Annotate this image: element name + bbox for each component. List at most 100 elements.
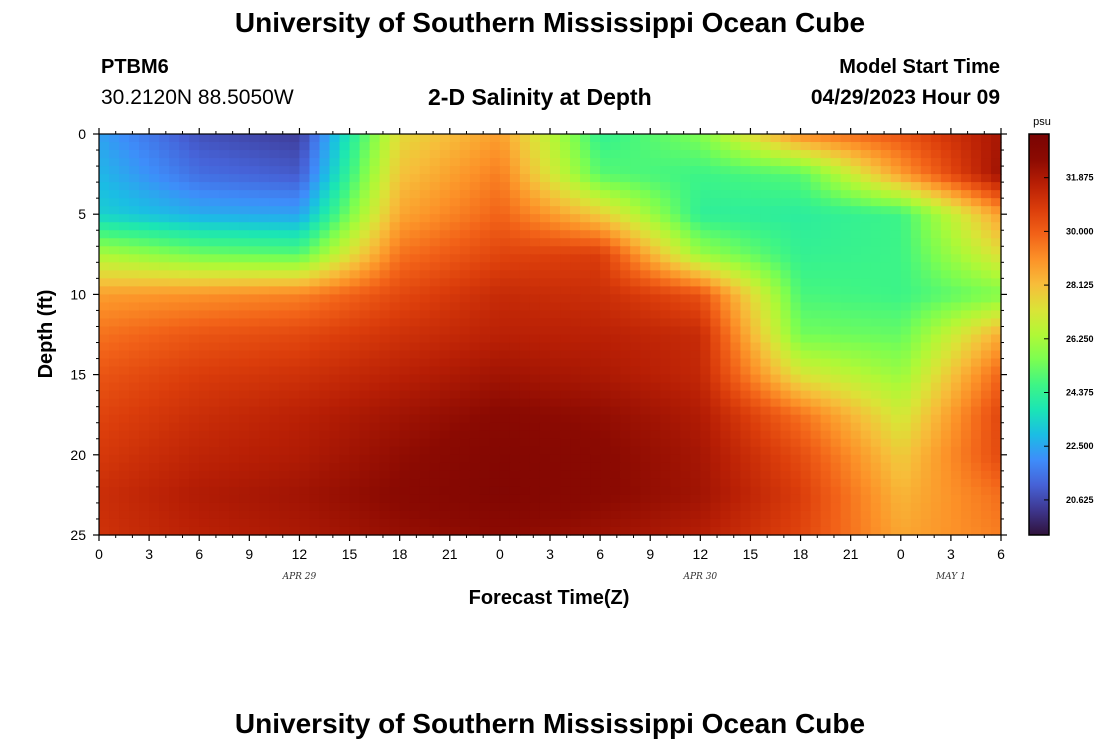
heatmap-cell — [469, 174, 481, 183]
heatmap-cell — [479, 422, 491, 432]
heatmap-cell — [229, 390, 240, 400]
heatmap-cell — [189, 158, 200, 167]
heatmap-cell — [950, 310, 962, 320]
heatmap-cell — [750, 406, 762, 416]
heatmap-cell — [670, 294, 681, 304]
heatmap-cell — [790, 342, 802, 352]
heatmap-cell — [610, 294, 621, 304]
heatmap-cell — [710, 350, 721, 360]
heatmap-cell — [209, 302, 220, 312]
heatmap-cell — [119, 182, 130, 191]
heatmap-cell — [870, 470, 882, 480]
heatmap-cell — [550, 526, 561, 536]
heatmap-cell — [309, 166, 321, 175]
heatmap-cell — [319, 462, 331, 472]
heatmap-cell — [99, 294, 110, 304]
heatmap-cell — [850, 374, 862, 384]
heatmap-cell — [560, 326, 571, 336]
heatmap-cell — [960, 350, 972, 360]
heatmap-cell — [429, 182, 441, 191]
heatmap-cell — [289, 318, 301, 328]
heatmap-cell — [570, 222, 581, 231]
heatmap-cell — [920, 486, 932, 496]
heatmap-cell — [489, 222, 501, 231]
heatmap-cell — [990, 206, 1002, 215]
heatmap-cell — [349, 422, 361, 432]
heatmap-cell — [379, 502, 391, 512]
heatmap-cell — [239, 222, 250, 231]
heatmap-cell — [820, 310, 832, 320]
heatmap-cell — [319, 246, 331, 255]
heatmap-cell — [550, 430, 561, 440]
heatmap-cell — [910, 374, 922, 384]
heatmap-cell — [409, 254, 421, 263]
heatmap-cell — [840, 494, 852, 504]
heatmap-cell — [189, 326, 200, 336]
heatmap-cell — [499, 222, 511, 231]
heatmap-cell — [409, 222, 421, 231]
heatmap-cell — [199, 278, 210, 287]
heatmap-cell — [129, 390, 140, 400]
heatmap-cell — [630, 438, 641, 448]
heatmap-cell — [479, 454, 491, 464]
model-start-label: Model Start Time — [839, 56, 1000, 78]
heatmap-cell — [910, 262, 922, 271]
heatmap-cell — [309, 494, 321, 504]
heatmap-cell — [640, 222, 651, 231]
heatmap-cell — [920, 318, 932, 328]
heatmap-cell — [670, 198, 681, 207]
heatmap-cell — [980, 182, 992, 191]
heatmap-cell — [499, 302, 511, 312]
heatmap-cell — [499, 478, 511, 488]
heatmap-cell — [399, 182, 411, 191]
heatmap-cell — [509, 222, 521, 231]
heatmap-cell — [880, 246, 892, 255]
heatmap-cell — [119, 486, 130, 496]
heatmap-cell — [269, 350, 280, 360]
heatmap-cell — [529, 230, 541, 239]
heatmap-cell — [349, 310, 361, 320]
heatmap-cell — [269, 438, 280, 448]
heatmap-cell — [750, 358, 762, 368]
heatmap-cell — [960, 262, 972, 271]
heatmap-cell — [800, 190, 812, 199]
heatmap-cell — [279, 486, 291, 496]
heatmap-cell — [710, 406, 721, 416]
heatmap-cell — [830, 222, 842, 231]
heatmap-cell — [730, 406, 742, 416]
heatmap-cell — [730, 502, 742, 512]
heatmap-cell — [179, 206, 190, 215]
heatmap-cell — [119, 174, 130, 183]
heatmap-cell — [800, 182, 812, 191]
heatmap-cell — [550, 198, 561, 207]
heatmap-cell — [700, 486, 711, 496]
heatmap-cell — [509, 246, 521, 255]
heatmap-cell — [169, 478, 180, 488]
heatmap-cell — [209, 366, 220, 376]
heatmap-cell — [399, 150, 411, 159]
heatmap-cell — [800, 318, 812, 328]
heatmap-cell — [550, 326, 561, 336]
heatmap-cell — [159, 190, 170, 199]
heatmap-cell — [239, 414, 250, 424]
heatmap-cell — [730, 366, 742, 376]
heatmap-cell — [650, 302, 661, 312]
heatmap-cell — [720, 470, 731, 480]
heatmap-cell — [610, 414, 621, 424]
heatmap-cell — [840, 302, 852, 312]
heatmap-cell — [479, 398, 491, 408]
heatmap-cell — [800, 486, 812, 496]
heatmap-cell — [690, 342, 701, 352]
heatmap-cell — [920, 358, 932, 368]
heatmap-cell — [750, 198, 762, 207]
heatmap-cell — [570, 294, 581, 304]
heatmap-cell — [630, 190, 641, 199]
heatmap-cell — [139, 342, 150, 352]
heatmap-cell — [870, 494, 882, 504]
heatmap-cell — [560, 182, 571, 191]
heatmap-cell — [479, 358, 491, 368]
heatmap-cell — [349, 470, 361, 480]
heatmap-cell — [740, 302, 752, 312]
heatmap-cell — [459, 526, 471, 536]
heatmap-cell — [289, 502, 301, 512]
